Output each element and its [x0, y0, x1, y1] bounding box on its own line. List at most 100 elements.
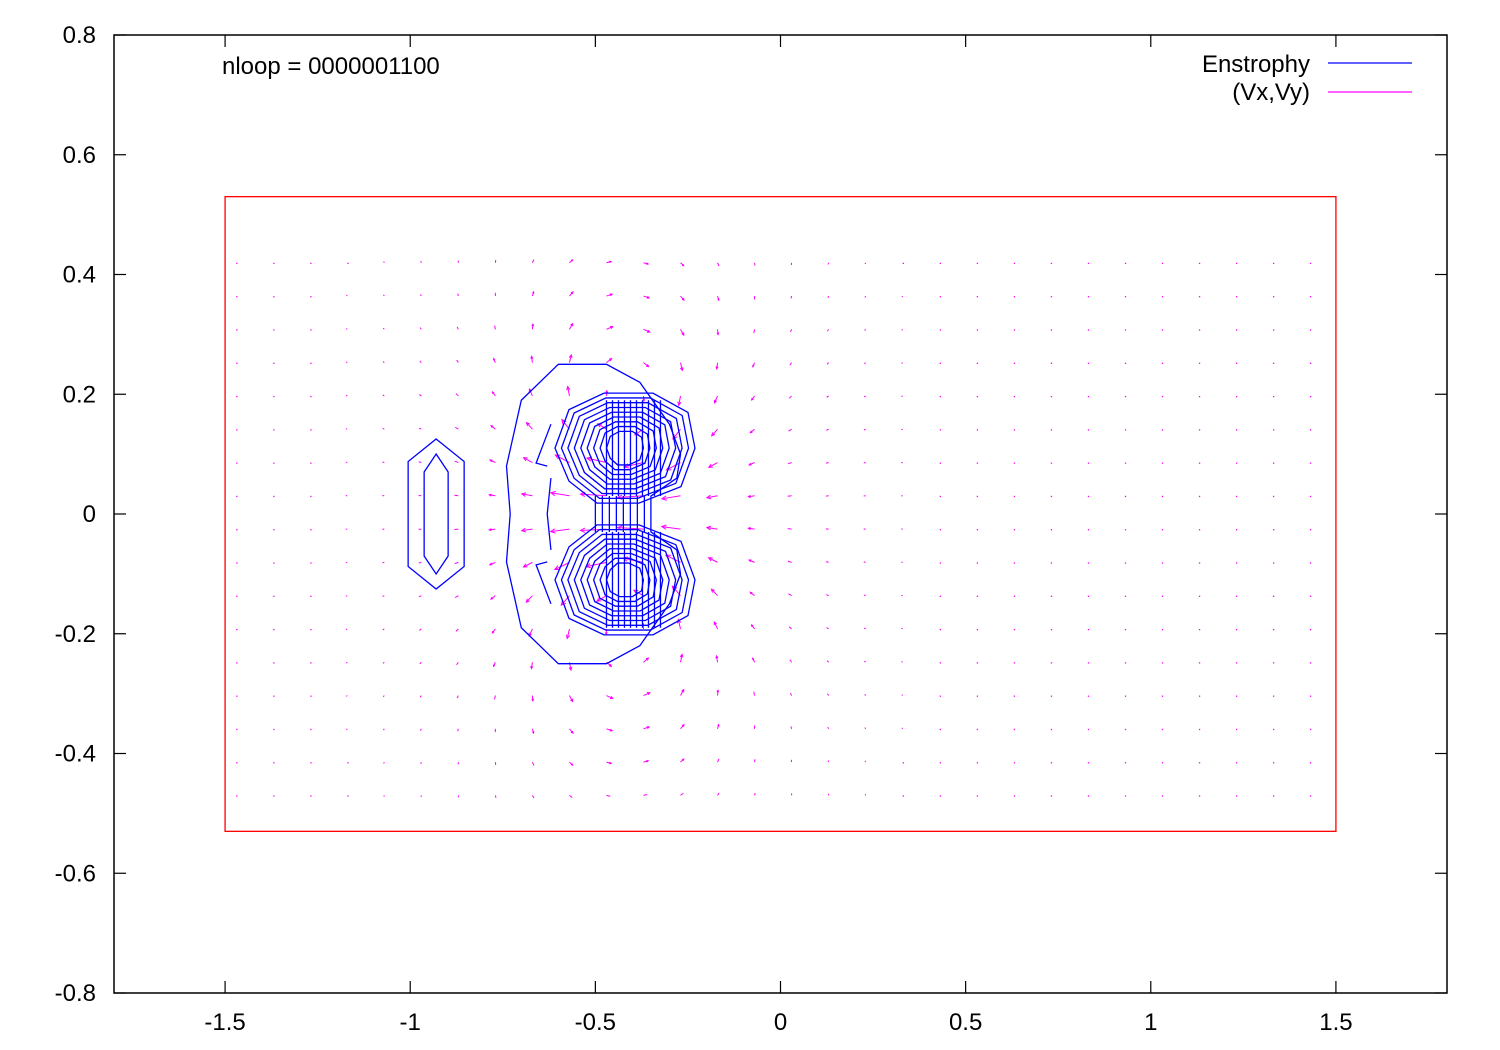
vector-arrow: [976, 495, 979, 498]
vector-arrow: [1272, 429, 1275, 431]
x-tick-label: 1: [1144, 1009, 1157, 1036]
vector-head: [748, 462, 752, 466]
vector-shaft: [753, 691, 756, 696]
vector-shaft: [788, 428, 792, 432]
vector-head: [713, 399, 718, 404]
vector-arrow: [236, 628, 238, 631]
vector-arrow: [1198, 329, 1201, 331]
vector-arrow: [1124, 262, 1127, 265]
vector-head: [608, 663, 613, 668]
y-tick-label: 0: [83, 501, 96, 528]
vector-arrow: [939, 495, 942, 498]
vector-arrow: [749, 428, 755, 434]
vector-arrow: [383, 761, 385, 764]
vector-arrow: [549, 490, 570, 497]
vector-head: [716, 332, 720, 336]
vector-arrow: [1309, 296, 1312, 298]
vector-arrow: [825, 462, 829, 464]
vector-arrow: [705, 494, 718, 500]
vector-arrow: [643, 794, 648, 796]
vector-arrow: [456, 695, 459, 699]
vector-arrow: [901, 362, 903, 364]
vector-arrow: [707, 557, 718, 563]
vector-arrow: [569, 761, 574, 766]
vector-arrow: [488, 528, 496, 532]
enstrophy-contour: [592, 552, 657, 607]
vector-arrow: [382, 394, 385, 397]
vector-arrow: [1124, 329, 1127, 331]
vector-arrow: [1161, 462, 1164, 464]
vector-head: [490, 424, 494, 428]
vector-arrow: [1198, 595, 1201, 597]
vector-arrow: [1309, 462, 1312, 464]
vector-arrow: [531, 259, 535, 263]
vector-arrow: [531, 728, 535, 735]
vector-shaft: [825, 561, 829, 563]
vector-head: [710, 432, 716, 437]
vector-arrow: [976, 628, 979, 631]
vector-arrow: [488, 493, 496, 497]
vector-arrow: [382, 628, 385, 631]
vector-head: [645, 364, 650, 368]
vector-arrow: [717, 758, 720, 763]
vector-head: [570, 322, 574, 327]
vector-arrow: [976, 529, 979, 531]
vector-arrow: [1198, 296, 1201, 298]
vector-head: [530, 665, 534, 670]
vector-arrow: [454, 426, 459, 430]
vector-arrow: [790, 329, 793, 333]
vector-arrow: [236, 695, 238, 697]
vector-head: [717, 723, 720, 727]
vector-shaft: [708, 462, 718, 468]
vector-arrow: [679, 362, 684, 372]
vector-arrow: [1013, 728, 1016, 731]
vector-shaft: [418, 461, 422, 463]
vector-arrow: [864, 727, 867, 730]
vector-head: [750, 624, 754, 628]
vector-shaft: [382, 361, 385, 364]
vector-arrow: [1124, 595, 1127, 597]
vector-arrow: [679, 653, 684, 663]
vector-arrow: [456, 359, 459, 363]
vector-arrow: [273, 362, 275, 364]
vector-arrow: [1013, 562, 1016, 564]
vector-arrow: [565, 628, 571, 640]
vector-arrow: [863, 395, 866, 398]
vector-arrow: [1124, 695, 1127, 697]
vector-arrow: [660, 524, 681, 530]
vector-head: [488, 528, 492, 532]
vector-arrow: [680, 688, 685, 696]
vector-head: [488, 459, 493, 463]
vector-shaft: [550, 528, 570, 533]
vector-arrow: [680, 723, 685, 730]
vector-arrow: [939, 262, 942, 265]
legend-label-velocity: (Vx,Vy): [1232, 79, 1310, 106]
vector-arrow: [710, 588, 718, 597]
vector-shaft: [456, 359, 459, 363]
vector-arrow: [553, 561, 570, 571]
vector-shaft: [382, 695, 385, 698]
enstrophy-contour: [580, 543, 670, 617]
vector-arrow: [1013, 695, 1016, 697]
vector-shaft: [754, 792, 756, 796]
vector-shaft: [523, 561, 533, 568]
vector-arrow: [1309, 695, 1312, 697]
enstrophy-contour: [592, 421, 657, 476]
vector-arrow: [788, 395, 792, 399]
vector-head: [520, 492, 527, 497]
vector-shaft: [596, 595, 607, 602]
vector-arrow: [236, 296, 238, 298]
vector-arrow: [382, 661, 385, 664]
vector-arrow: [680, 758, 685, 763]
vector-arrow: [1013, 762, 1016, 764]
vector-arrow: [901, 395, 903, 398]
vector-arrow: [1087, 529, 1090, 531]
vector-arrow: [976, 262, 979, 265]
vector-arrow: [454, 595, 459, 599]
vector-arrow: [236, 662, 238, 664]
y-tick-label: 0.8: [63, 22, 96, 49]
vector-arrow: [789, 362, 793, 366]
vector-head: [553, 565, 560, 571]
vector-shaft: [826, 594, 829, 597]
vector-arrow: [939, 695, 942, 697]
